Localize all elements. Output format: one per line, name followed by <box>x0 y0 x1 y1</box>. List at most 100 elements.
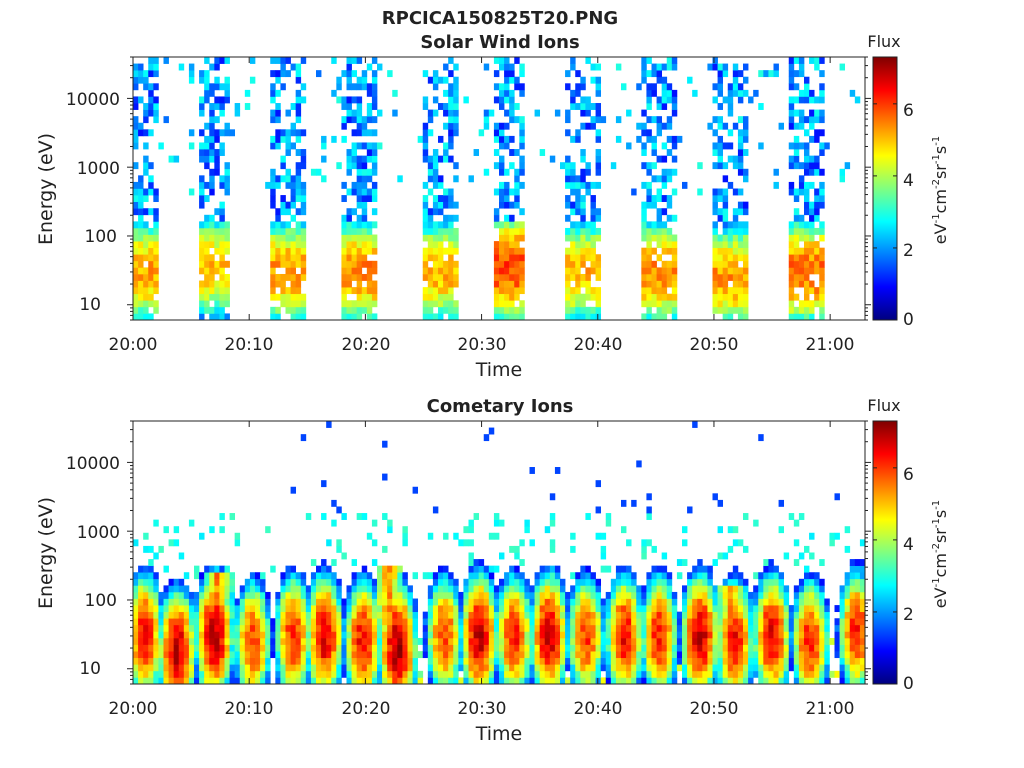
spectrogram-cell <box>199 578 205 586</box>
spectrogram-cell <box>224 122 230 130</box>
spectrogram-cell <box>310 644 317 652</box>
spectrogram-cell <box>605 651 612 659</box>
spectrogram-cell <box>163 631 169 639</box>
spectrogram-cell <box>331 624 337 632</box>
spectrogram-cell <box>636 651 642 659</box>
spectrogram-cell <box>321 565 327 573</box>
spectrogram-cell <box>275 598 281 606</box>
spectrogram-cell <box>300 313 307 321</box>
spectrogram-cell <box>300 637 307 645</box>
spectrogram-cell <box>763 618 769 626</box>
spectrogram-cell <box>285 605 291 613</box>
spectrogram-cell <box>671 273 678 281</box>
spectrogram-cell <box>509 76 515 84</box>
spectrogram-cell <box>219 267 225 275</box>
spectrogram-cell <box>387 657 393 665</box>
spectrogram-cell <box>743 591 749 599</box>
spectrogram-cell <box>615 598 622 606</box>
spectrogram-cell <box>453 651 459 659</box>
spectrogram-cell <box>727 254 734 262</box>
spectrogram-cell <box>300 293 307 301</box>
spectrogram-cell <box>844 162 851 170</box>
spectrogram-cell <box>361 624 368 632</box>
spectrogram-cell <box>194 657 200 665</box>
plot-frame <box>132 420 866 685</box>
spectrogram-cell <box>605 631 612 639</box>
spectrogram-cell <box>580 306 586 314</box>
spectrogram-cell <box>646 70 652 78</box>
spectrogram-cell <box>305 644 312 652</box>
spectrogram-cell <box>539 677 546 685</box>
x-tick-label: 20:30 <box>458 335 507 355</box>
spectrogram-cell <box>514 591 520 599</box>
spectrogram-cell <box>275 214 281 222</box>
spectrogram-cell <box>153 657 159 665</box>
spectrogram-cell <box>351 57 358 64</box>
spectrogram-cell <box>432 591 439 599</box>
spectrogram-cell <box>366 637 373 645</box>
spectrogram-cell <box>346 260 352 268</box>
spectrogram-cell <box>143 168 149 176</box>
spectrogram-cell <box>285 221 291 229</box>
spectrogram-cell <box>783 677 790 685</box>
spectrogram-cell <box>412 618 419 626</box>
spectrogram-cell <box>295 109 302 117</box>
spectrogram-cell <box>651 273 657 281</box>
spectrogram-cell <box>432 260 439 268</box>
spectrogram-cell <box>804 578 810 586</box>
spectrogram-cell <box>356 313 363 321</box>
spectrogram-cell <box>819 89 825 97</box>
spectrogram-cell <box>366 532 373 540</box>
spectrogram-cell <box>214 670 220 678</box>
spectrogram-cell <box>143 287 149 295</box>
spectrogram-cell <box>371 624 378 632</box>
spectrogram-cell <box>712 247 718 255</box>
spectrogram-cell <box>727 637 734 645</box>
spectrogram-cell <box>422 313 429 321</box>
spectrogram-cell <box>727 618 734 626</box>
spectrogram-cell <box>336 591 342 599</box>
spectrogram-cell <box>610 670 617 678</box>
spectrogram-cell <box>661 651 668 659</box>
spectrogram-cell <box>138 70 144 78</box>
spectrogram-cell <box>382 440 388 448</box>
spectrogram-cell <box>534 657 541 665</box>
spectrogram-cell <box>188 624 195 632</box>
spectrogram-cell <box>854 565 861 573</box>
spectrogram-cell <box>280 664 286 672</box>
spectrogram-cell <box>595 103 602 110</box>
spectrogram-cell <box>204 135 210 143</box>
spectrogram-cell <box>341 598 347 606</box>
spectrogram-cell <box>356 162 363 170</box>
spectrogram-cell <box>514 598 520 606</box>
spectrogram-cell <box>148 175 154 183</box>
spectrogram-cell <box>402 618 408 626</box>
spectrogram-cell <box>148 624 154 632</box>
spectrogram-cell <box>438 234 444 242</box>
spectrogram-cell <box>204 122 210 130</box>
spectrogram-cell <box>804 162 810 170</box>
spectrogram-cell <box>834 670 840 678</box>
spectrogram-cell <box>209 605 215 613</box>
spectrogram-cell <box>188 644 195 652</box>
spectrogram-cell <box>590 221 596 229</box>
spectrogram-cell <box>798 227 805 235</box>
spectrogram-cell <box>768 585 774 593</box>
spectrogram-cell <box>427 313 434 321</box>
spectrogram-cell <box>671 188 678 196</box>
spectrogram-cell <box>229 578 236 586</box>
spectrogram-cell <box>641 670 647 678</box>
spectrogram-cell <box>382 513 388 520</box>
spectrogram-cell <box>702 637 708 645</box>
spectrogram-cell <box>275 605 281 613</box>
spectrogram-cell <box>371 241 378 249</box>
spectrogram-cell <box>427 657 434 665</box>
spectrogram-cell <box>214 605 220 613</box>
spectrogram-cell <box>448 247 454 255</box>
spectrogram-cell <box>671 644 678 652</box>
spectrogram-cell <box>341 552 347 560</box>
spectrogram-cell <box>783 591 790 599</box>
spectrogram-cell <box>249 585 256 593</box>
spectrogram-cell <box>310 605 317 613</box>
spectrogram-cell <box>219 201 225 209</box>
